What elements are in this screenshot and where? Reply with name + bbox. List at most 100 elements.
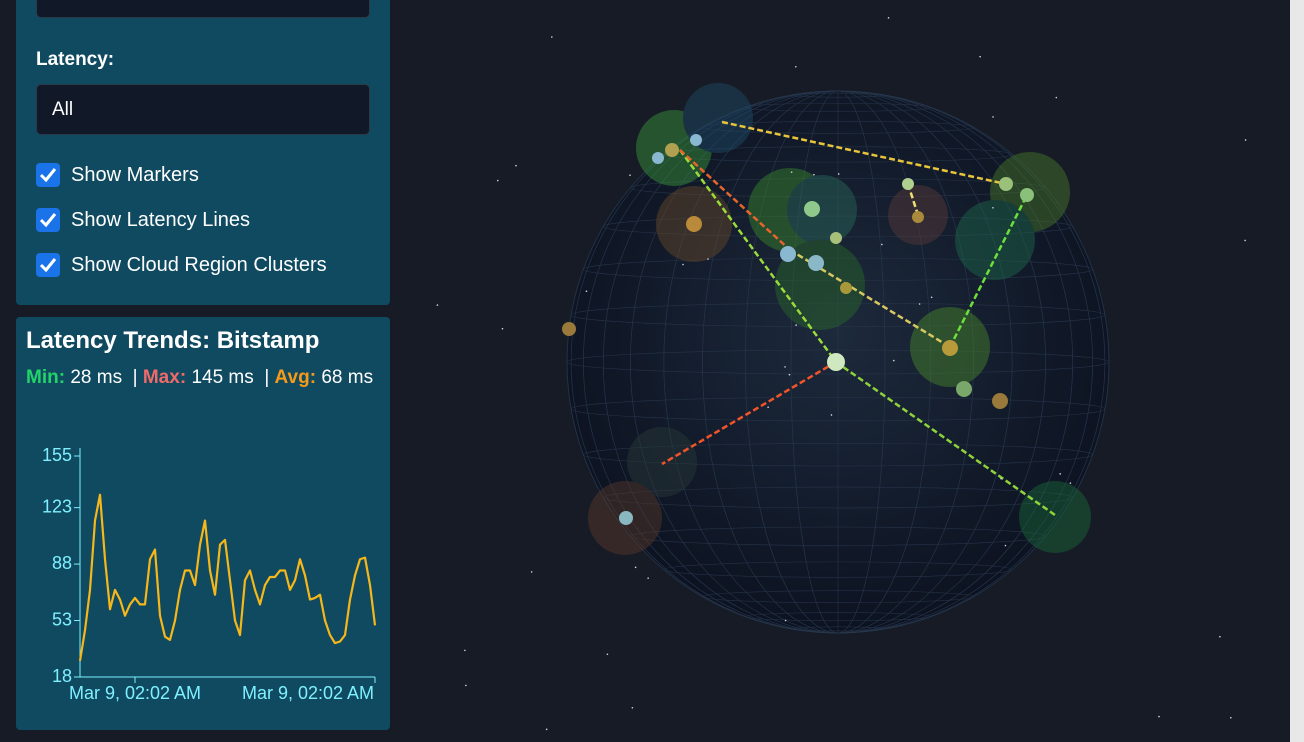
y-tick-label: 123 (42, 496, 72, 516)
checkbox-row[interactable]: Show Latency Lines (36, 207, 250, 233)
min-label: Min: (26, 367, 66, 388)
min-value: 28 ms (70, 367, 123, 388)
star (918, 303, 921, 305)
star (629, 174, 631, 176)
star (530, 571, 533, 573)
parallel (570, 396, 1106, 422)
star (545, 728, 548, 731)
y-tick-label: 53 (52, 609, 72, 629)
parallel (745, 612, 931, 622)
star (1158, 715, 1160, 718)
star (682, 263, 684, 266)
parallel (790, 626, 886, 632)
star (436, 304, 439, 306)
stars (436, 17, 1247, 731)
star (1004, 544, 1007, 547)
trends-title: Latency Trends: Bitstamp (26, 327, 320, 354)
star (813, 173, 815, 176)
star (1059, 473, 1061, 475)
latency-select[interactable]: All (36, 84, 370, 135)
star (992, 207, 994, 209)
star (585, 290, 588, 293)
checkbox[interactable] (36, 208, 60, 232)
y-tick-label: 18 (52, 666, 72, 686)
latency-label: Latency: (36, 49, 115, 70)
y-tick-label: 155 (42, 445, 72, 465)
separator: | (264, 367, 270, 388)
parallel (583, 443, 1093, 467)
parallel (702, 121, 974, 134)
globe-grid (566, 90, 1110, 634)
star (501, 327, 504, 330)
star (1000, 477, 1002, 480)
star (892, 359, 895, 362)
trends-stats: Min: 28 ms | Max: 145 ms | Avg: 68 ms (26, 363, 376, 393)
star (1055, 96, 1058, 99)
parallel (570, 302, 1106, 328)
checkbox-row[interactable]: Show Cloud Region Clusters (36, 252, 327, 278)
parallel (663, 561, 1013, 578)
dropdown[interactable] (36, 0, 370, 18)
trends-panel: Latency Trends: Bitstamp Min: 28 ms | Ma… (16, 317, 390, 730)
parallel (566, 349, 1110, 375)
star (1244, 139, 1247, 141)
star (881, 243, 883, 246)
star (707, 258, 709, 260)
star (767, 406, 769, 409)
checkbox-row[interactable]: Show Markers (36, 162, 199, 188)
checkbox[interactable] (36, 253, 60, 277)
star (788, 373, 791, 376)
star (784, 366, 786, 368)
star (464, 649, 466, 652)
filter-panel: Latency: All Show Markers Show Latency L… (16, 0, 390, 305)
star (795, 324, 797, 326)
avg-label: Avg: (274, 367, 317, 388)
star (1244, 239, 1246, 242)
max-label: Max: (142, 367, 187, 388)
y-tick-label: 88 (52, 553, 72, 573)
star (496, 179, 499, 182)
star (784, 619, 787, 622)
star (887, 17, 890, 19)
star (837, 173, 840, 175)
meridian (570, 90, 1106, 634)
star (606, 653, 609, 656)
star (1069, 482, 1072, 484)
star (465, 684, 467, 687)
parallel (583, 257, 1093, 281)
parallel (630, 526, 1046, 546)
x-tick-label: Mar 9, 02:02 AM (242, 683, 374, 703)
scrollbar[interactable] (1290, 0, 1304, 742)
star (1219, 635, 1221, 638)
parallel (745, 102, 931, 112)
parallel (702, 590, 974, 603)
checkbox[interactable] (36, 163, 60, 187)
x-tick-label: Mar 9, 02:02 AM (69, 683, 201, 703)
star (790, 171, 793, 173)
markers[interactable] (562, 134, 1034, 525)
star (930, 296, 933, 299)
star (992, 116, 994, 118)
star (631, 706, 634, 709)
star (795, 65, 797, 68)
star (551, 36, 553, 38)
star (647, 577, 649, 579)
avg-value: 68 ms (321, 367, 374, 388)
star (979, 55, 981, 58)
parallel (603, 486, 1073, 509)
star (1230, 716, 1232, 719)
separator: | (132, 367, 138, 388)
checkbox-label: Show Cloud Region Clusters (71, 253, 327, 276)
max-value: 145 ms (191, 367, 254, 388)
star (515, 164, 517, 167)
checkbox-label: Show Latency Lines (71, 208, 251, 231)
star (634, 566, 637, 569)
latency-lines (661, 120, 1056, 517)
parallel (630, 178, 1046, 198)
star (830, 414, 833, 416)
checkbox-label: Show Markers (71, 163, 199, 186)
latency-line (78, 493, 377, 662)
